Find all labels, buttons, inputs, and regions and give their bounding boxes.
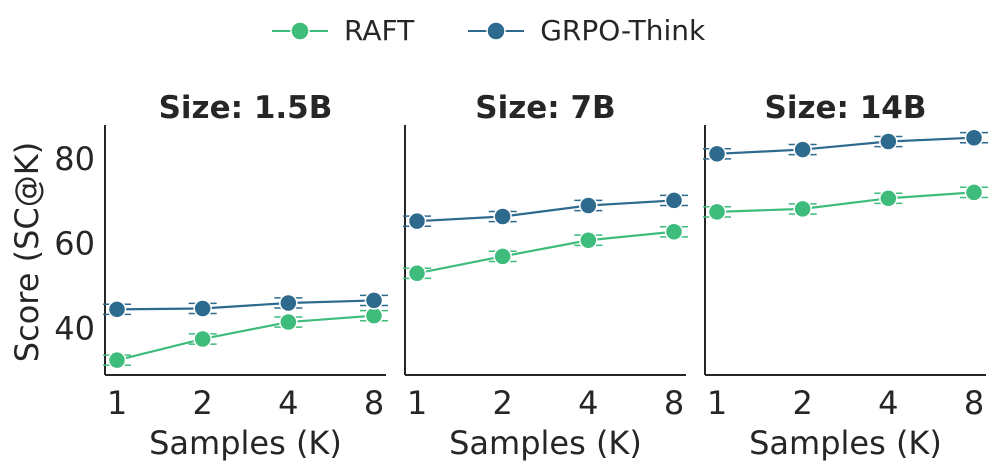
legend: RAFT GRPO-Think (270, 14, 757, 47)
legend-label-raft: RAFT (344, 14, 415, 47)
data-point-grpo-think (964, 128, 984, 147)
legend-marker-grpo-think (468, 20, 525, 41)
data-point-raft (707, 202, 727, 222)
data-point-grpo-think (364, 291, 384, 310)
data-point-raft (964, 183, 984, 202)
legend-item-grpo-think: GRPO-Think (466, 14, 705, 47)
data-point-raft (364, 306, 384, 325)
data-point-raft (107, 350, 127, 370)
series-line-raft (716, 191, 975, 213)
x-tick-label: 8 (964, 384, 984, 422)
data-point-grpo-think (279, 293, 298, 313)
x-tick-label: 4 (878, 384, 898, 422)
chart-title: Size: 1.5B (159, 90, 333, 126)
data-point-grpo-think (879, 132, 898, 151)
x-axis-label: Samples (K) (749, 424, 942, 462)
chart-title: Size: 7B (475, 90, 615, 126)
data-point-grpo-think (407, 211, 427, 231)
chart-title: Size: 14B (765, 90, 927, 126)
x-tick-label: 1 (107, 384, 127, 422)
x-tick-label: 4 (578, 384, 598, 422)
y-tick-label: 80 (54, 140, 95, 178)
data-point-raft (664, 222, 684, 242)
data-point-grpo-think (107, 300, 127, 319)
series-line-raft (416, 230, 675, 275)
x-tick-label: 2 (492, 384, 512, 422)
data-point-raft (279, 312, 298, 332)
legend-marker-raft (272, 20, 328, 41)
x-tick-label: 4 (278, 384, 298, 422)
data-point-raft (879, 189, 898, 208)
data-point-grpo-think (193, 299, 212, 318)
y-axis-label: Score (SC@K) (8, 142, 46, 362)
legend-label-grpo-think: GRPO-Think (540, 14, 706, 47)
x-tick-label: 2 (192, 384, 212, 422)
x-tick-label: 8 (664, 384, 684, 422)
data-point-raft (579, 231, 598, 250)
data-point-grpo-think (664, 191, 684, 210)
chart-panel-3: Size: 14B 1 2 4 8 Samples (K) (703, 90, 988, 462)
y-tick-label: 40 (54, 309, 95, 347)
legend-item-raft: RAFT (270, 14, 414, 47)
series-line-raft (116, 314, 375, 362)
x-axis-label: Samples (K) (449, 424, 642, 462)
x-tick-label: 8 (364, 384, 384, 422)
data-point-raft (407, 264, 427, 283)
series-line-grpo-think (716, 136, 975, 155)
data-point-raft (193, 329, 212, 349)
x-tick-label: 1 (407, 384, 427, 422)
chart-panel-1: Size: 1.5B 40 60 80 1 2 4 8 Samples (K) (54, 90, 388, 462)
series-line-grpo-think (116, 299, 375, 311)
data-point-raft (493, 247, 512, 266)
x-tick-label: 2 (792, 384, 812, 422)
data-point-grpo-think (793, 140, 812, 159)
y-tick-label: 60 (54, 225, 95, 263)
data-point-grpo-think (579, 196, 598, 215)
x-tick-label: 1 (707, 384, 727, 422)
data-point-grpo-think (493, 207, 512, 226)
series-line-grpo-think (416, 199, 675, 223)
data-point-raft (793, 199, 812, 219)
chart-panel-2: Size: 7B 1 2 4 8 Samples (K) (403, 90, 688, 462)
data-point-grpo-think (707, 144, 727, 164)
x-axis-label: Samples (K) (149, 424, 342, 462)
